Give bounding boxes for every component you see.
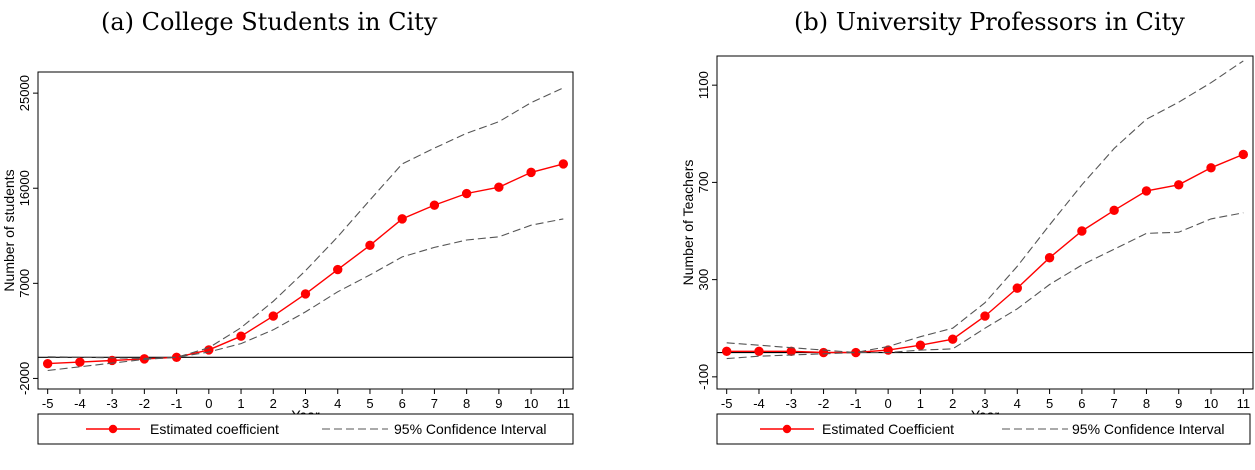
chart-b-xtick-label: 10 bbox=[1204, 396, 1218, 411]
chart-a-legend-coef-label: Estimated coefficient bbox=[150, 421, 279, 437]
chart-a-series-0-point bbox=[75, 357, 85, 367]
chart-a-xtick-label: 6 bbox=[399, 396, 406, 411]
chart-a-legend-coef-marker bbox=[108, 424, 118, 434]
chart-a-series-0-point bbox=[494, 182, 504, 192]
chart-a-series-1-line bbox=[47, 87, 564, 372]
chart-a-series-0-point bbox=[397, 214, 407, 224]
chart-b-xtick-label: -5 bbox=[721, 396, 733, 411]
chart-b-xtick-label: -2 bbox=[818, 396, 830, 411]
chart-b-series-0-point bbox=[1077, 226, 1087, 236]
chart-b-legend-coef-label: Estimated Coefficient bbox=[822, 421, 954, 437]
chart-b-xtick-label: 5 bbox=[1046, 396, 1053, 411]
chart-a-ytick-label: 7000 bbox=[17, 269, 32, 298]
chart-a-series-2-line bbox=[47, 218, 564, 359]
chart-a-xtick-label: 5 bbox=[366, 396, 373, 411]
chart-a-xtick-label: 3 bbox=[302, 396, 309, 411]
chart-b-series-0-point bbox=[915, 340, 926, 350]
chart-b-series-0-point bbox=[980, 311, 990, 321]
chart-a-ytick-label: -2000 bbox=[17, 362, 32, 395]
chart-a-ylabel: Number of students bbox=[1, 169, 17, 291]
chart-b-series-0-point bbox=[948, 334, 958, 344]
chart-b-xtick-label: 3 bbox=[981, 396, 988, 411]
chart-b-xtick-label: 2 bbox=[949, 396, 956, 411]
chart-b-series-0-line bbox=[726, 153, 1244, 354]
chart-a-xtick-label: 1 bbox=[237, 396, 244, 411]
chart-a-xtick-label: -1 bbox=[171, 396, 183, 411]
chart-a-series-0-point bbox=[42, 358, 53, 369]
chart-a-legend-ci-label: 95% Confidence Interval bbox=[394, 421, 547, 437]
chart-a-series-0-point bbox=[526, 167, 536, 178]
chart-a-series-0-point bbox=[268, 311, 278, 321]
chart-b-xtick-label: 11 bbox=[1237, 396, 1251, 411]
chart-a-series-0-point bbox=[333, 264, 343, 275]
chart-b-xtick-label: 7 bbox=[1111, 396, 1118, 411]
chart-a-ytick-label: 16000 bbox=[17, 170, 32, 206]
chart-a-series-0-point bbox=[461, 188, 472, 199]
panel-a-title: (a) College Students in City bbox=[101, 8, 438, 36]
chart-b-series-0-point bbox=[1109, 205, 1119, 216]
chart-a-xtick-label: -5 bbox=[42, 396, 54, 411]
chart-b-xtick-label: 0 bbox=[885, 396, 892, 411]
chart-b-series-0-point bbox=[721, 346, 732, 357]
chart-b-series-0-point bbox=[1044, 253, 1055, 263]
chart-b-xtick-label: -4 bbox=[753, 396, 765, 411]
chart-a-xtick-label: 4 bbox=[334, 396, 341, 411]
chart-a-ytick-label: 25000 bbox=[17, 75, 32, 111]
chart-b-ytick-label: 1100 bbox=[696, 71, 711, 99]
chart-b-xtick-label: 9 bbox=[1175, 396, 1182, 411]
chart-b-xtick-label: 4 bbox=[1014, 396, 1021, 411]
chart-b-ytick-label: 700 bbox=[696, 172, 711, 194]
chart-b-xtick-label: -3 bbox=[785, 396, 797, 411]
chart-a-series-0-point bbox=[365, 240, 375, 250]
chart-a-series-0-point bbox=[236, 331, 246, 341]
chart-a-series-0-line bbox=[47, 163, 564, 365]
chart-a-xtick-label: 9 bbox=[495, 396, 502, 411]
chart-a-series-0-point bbox=[558, 159, 569, 169]
chart-a-legend-box bbox=[37, 413, 574, 445]
chart-a-xtick-label: 8 bbox=[463, 396, 470, 411]
chart-b-series-0-point bbox=[1012, 283, 1022, 293]
chart-a-xtick-label: -4 bbox=[74, 396, 86, 411]
chart-b-xtick-label: -1 bbox=[850, 396, 862, 411]
panel-b-title: (b) University Professors in City bbox=[794, 8, 1185, 36]
chart-a-plot-frame bbox=[37, 71, 574, 390]
chart-b-series-0-point bbox=[1238, 149, 1249, 160]
chart-b-legend-ci-label: 95% Confidence Interval bbox=[1072, 421, 1225, 437]
chart-a-xtick-label: 10 bbox=[524, 396, 538, 411]
chart-b-series-2-line bbox=[726, 212, 1244, 360]
chart-a-xtick-label: 0 bbox=[205, 396, 212, 411]
chart-b-legend-coef-marker bbox=[782, 424, 792, 434]
chart-a-xtick-label: 11 bbox=[557, 396, 571, 411]
chart-a-xtick-label: -2 bbox=[139, 396, 151, 411]
chart-b-xtick-label: 6 bbox=[1078, 396, 1085, 411]
chart-a-xtick-label: 2 bbox=[270, 396, 277, 411]
chart-b-series-0-point bbox=[1141, 186, 1152, 196]
chart-b-ylabel: Number of Teachers bbox=[680, 160, 696, 286]
chart-a-series-0-point bbox=[300, 289, 311, 299]
chart-b-series-1-line bbox=[726, 60, 1244, 354]
chart-b-xtick-label: 8 bbox=[1143, 396, 1150, 411]
chart-a-xtick-label: -3 bbox=[106, 396, 118, 411]
chart-b-ytick-label: 300 bbox=[696, 269, 711, 291]
chart-b-ytick-label: -100 bbox=[696, 364, 711, 390]
chart-b-xtick-label: 1 bbox=[917, 396, 924, 411]
chart-b-series-0-point bbox=[1174, 180, 1184, 190]
chart-b-series-0-point bbox=[1206, 163, 1216, 173]
chart-b-series-0-point bbox=[754, 346, 764, 357]
chart-a-series-0-point bbox=[429, 200, 440, 210]
chart-a-xtick-label: 7 bbox=[431, 396, 438, 411]
